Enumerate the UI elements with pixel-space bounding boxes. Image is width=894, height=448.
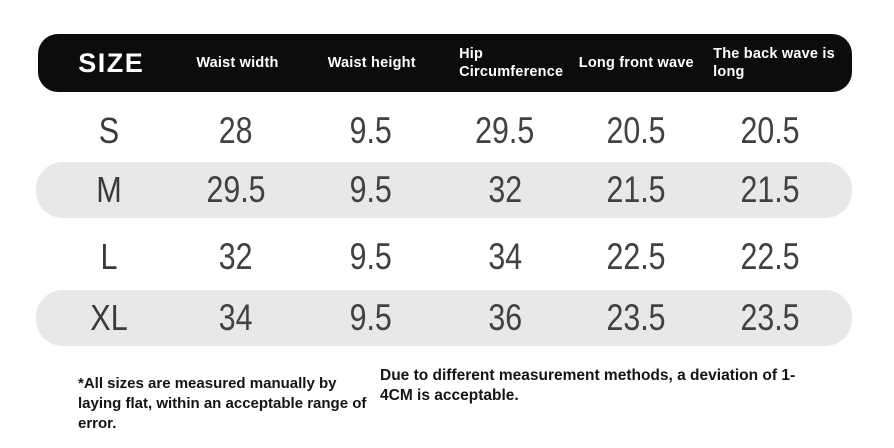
cell-value: 9.5 — [349, 110, 392, 151]
table-cell: 9.5 — [289, 224, 452, 290]
table-cell: 22.5 — [689, 224, 852, 290]
size-value: L — [100, 236, 118, 277]
table-cell: 23.5 — [689, 290, 852, 346]
column-header-back-wave: The back wave is long — [713, 45, 835, 80]
column-header-size: SIZE — [78, 47, 145, 78]
cell-value: 23.5 — [740, 297, 800, 338]
cell-value: 9.5 — [349, 236, 392, 277]
size-value: M — [96, 169, 123, 210]
cell-value: 9.5 — [349, 297, 392, 338]
cell-value: 32 — [488, 169, 522, 210]
cell-value: 22.5 — [740, 236, 800, 277]
table-cell: 36 — [452, 290, 583, 346]
table-row-l: L 32 9.5 34 22.5 22.5 — [36, 224, 852, 290]
cell-value: 34 — [488, 236, 522, 277]
size-cell: XL — [36, 290, 183, 346]
column-header-waist-height: Waist height — [327, 54, 416, 71]
cell-value: 21.5 — [740, 169, 800, 210]
cell-value: 20.5 — [606, 110, 666, 151]
table-row-xl: XL 34 9.5 36 23.5 23.5 — [36, 290, 852, 346]
footnote-deviation-disclaimer: Due to different measurement methods, a … — [380, 367, 796, 405]
column-header-waist-width: Waist width — [196, 54, 279, 71]
cell-value: 29.5 — [475, 110, 535, 151]
cell-value: 34 — [219, 297, 253, 338]
table-cell: 9.5 — [289, 290, 452, 346]
table-cell: 29.5 — [183, 162, 289, 218]
footnote-measurement-disclaimer: *All sizes are measured manually by layi… — [78, 375, 367, 432]
cell-value: 29.5 — [206, 169, 266, 210]
table-cell: 21.5 — [689, 162, 852, 218]
table-cell: 34 — [452, 224, 583, 290]
table-cell: 32 — [183, 224, 289, 290]
cell-value: 23.5 — [606, 297, 666, 338]
table-row-s: S 28 9.5 29.5 20.5 20.5 — [36, 100, 852, 162]
table-cell: 9.5 — [289, 100, 452, 162]
cell-value: 22.5 — [606, 236, 666, 277]
table-cell: 23.5 — [583, 290, 689, 346]
table-cell: 22.5 — [583, 224, 689, 290]
table-row-m: M 29.5 9.5 32 21.5 21.5 — [36, 162, 852, 218]
table-cell: 28 — [183, 100, 289, 162]
cell-value: 32 — [219, 236, 253, 277]
table-cell: 29.5 — [452, 100, 583, 162]
cell-value: 9.5 — [349, 169, 392, 210]
size-cell: L — [36, 224, 183, 290]
size-value: S — [99, 110, 120, 151]
size-cell: S — [36, 100, 183, 162]
cell-value: 20.5 — [740, 110, 800, 151]
cell-value: 36 — [488, 297, 522, 338]
table-cell: 34 — [183, 290, 289, 346]
column-header-hip-circumference: Hip Circumference — [459, 45, 564, 80]
size-cell: M — [36, 162, 183, 218]
table-cell: 20.5 — [583, 100, 689, 162]
table-cell: 9.5 — [289, 162, 452, 218]
table-cell: 32 — [452, 162, 583, 218]
column-header-long-front-wave: Long front wave — [578, 54, 694, 71]
cell-value: 28 — [219, 110, 253, 151]
size-value: XL — [90, 297, 129, 338]
table-header-bar: SIZE Waist width Waist height Hip Circum… — [38, 34, 852, 92]
table-cell: 21.5 — [583, 162, 689, 218]
cell-value: 21.5 — [606, 169, 666, 210]
table-cell: 20.5 — [689, 100, 852, 162]
